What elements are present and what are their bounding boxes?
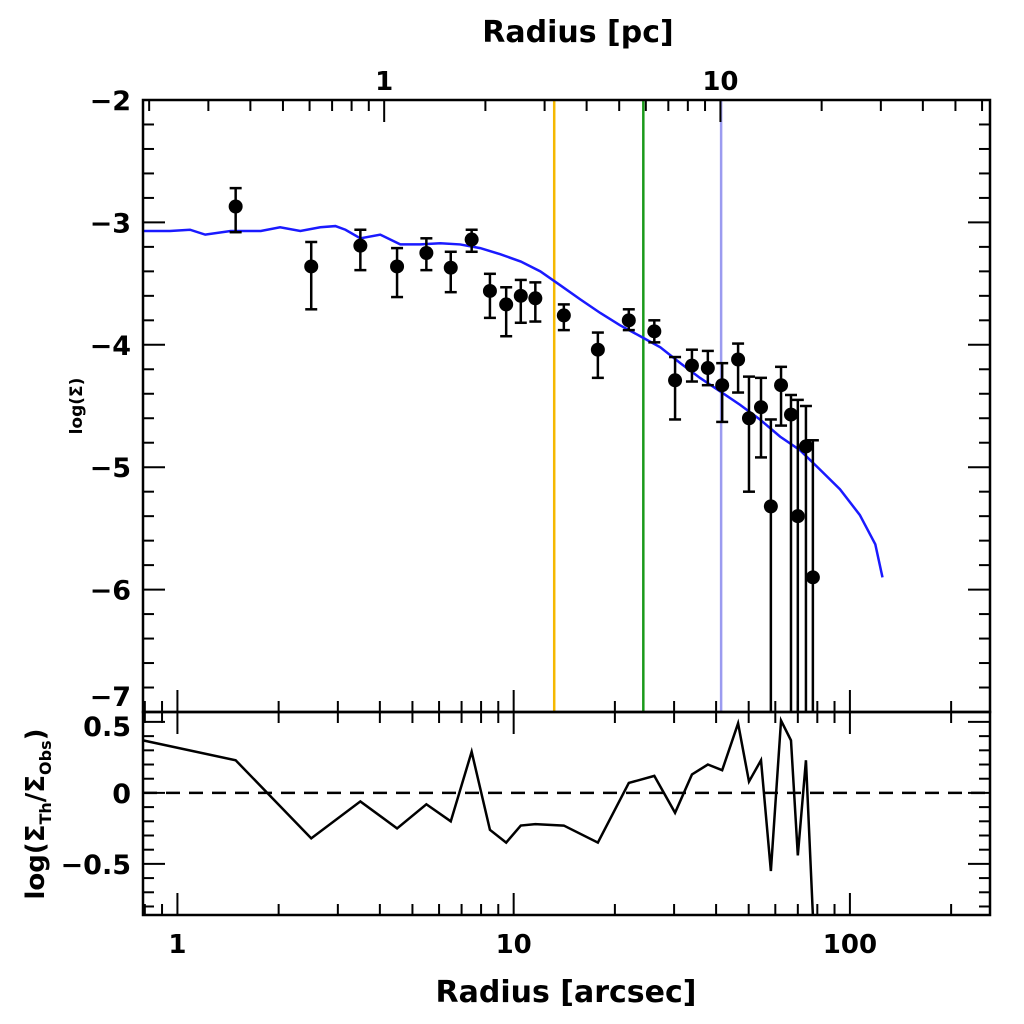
- data-point: [783, 407, 798, 422]
- top-x-axis-label: Radius [pc]: [482, 15, 673, 50]
- y-tick-label: 0: [112, 779, 131, 810]
- top-y-axis-label: log(Σ): [67, 378, 87, 435]
- top-x-tick-label: 10: [702, 67, 738, 97]
- data-point: [621, 313, 636, 328]
- bottom-panel: 1 10 100 0.5 0 −0.5: [61, 710, 992, 960]
- data-point: [798, 439, 813, 454]
- data-point: [790, 509, 805, 524]
- y-tick-label: −3: [90, 208, 131, 239]
- bottom-x-axis-label: Radius [arcsec]: [436, 975, 697, 1010]
- data-point: [647, 324, 662, 339]
- top-frame: [141, 98, 992, 714]
- y-tick-label: −2: [90, 86, 131, 117]
- data-point: [390, 259, 405, 274]
- model-line: [143, 224, 884, 578]
- data-point: [228, 199, 243, 214]
- data-point: [464, 232, 479, 247]
- data-point: [731, 352, 746, 367]
- y-tick-label: −0.5: [61, 850, 131, 881]
- x-tick-label: 10: [496, 930, 532, 960]
- data-point: [741, 411, 756, 426]
- data-point: [590, 342, 605, 357]
- data-point: [763, 499, 778, 514]
- residual-line: [142, 715, 815, 916]
- x-tick-label: 100: [823, 930, 877, 960]
- data-point: [805, 570, 820, 585]
- data-point: [419, 246, 434, 260]
- y-tick-label: −4: [90, 331, 131, 362]
- data-point: [443, 260, 458, 275]
- data-point: [482, 283, 497, 298]
- data-point: [528, 291, 543, 306]
- data-point: [499, 297, 514, 312]
- data-point: [668, 373, 683, 388]
- data-point: [304, 259, 319, 274]
- top-panel: 1 10 −2 −3 −4 −5 −6 −7: [90, 67, 992, 714]
- y-tick-label: −5: [90, 453, 131, 484]
- data-point: [715, 378, 730, 393]
- data-point: [684, 358, 699, 373]
- y-tick-label: −7: [90, 682, 131, 713]
- x-tick-label: 1: [168, 930, 186, 960]
- y-tick-label: 0.5: [83, 712, 131, 743]
- data-point: [774, 378, 789, 393]
- data-point: [700, 361, 715, 376]
- data-point: [513, 288, 528, 303]
- y-tick-label: −6: [90, 576, 131, 607]
- data-point: [353, 238, 368, 253]
- bottom-y-axis-label: log(ΣTh/ΣObs): [21, 728, 55, 899]
- bottom-frame: [141, 710, 992, 917]
- top-x-tick-label: 1: [375, 67, 393, 97]
- data-point: [754, 400, 769, 415]
- data-point: [556, 308, 571, 323]
